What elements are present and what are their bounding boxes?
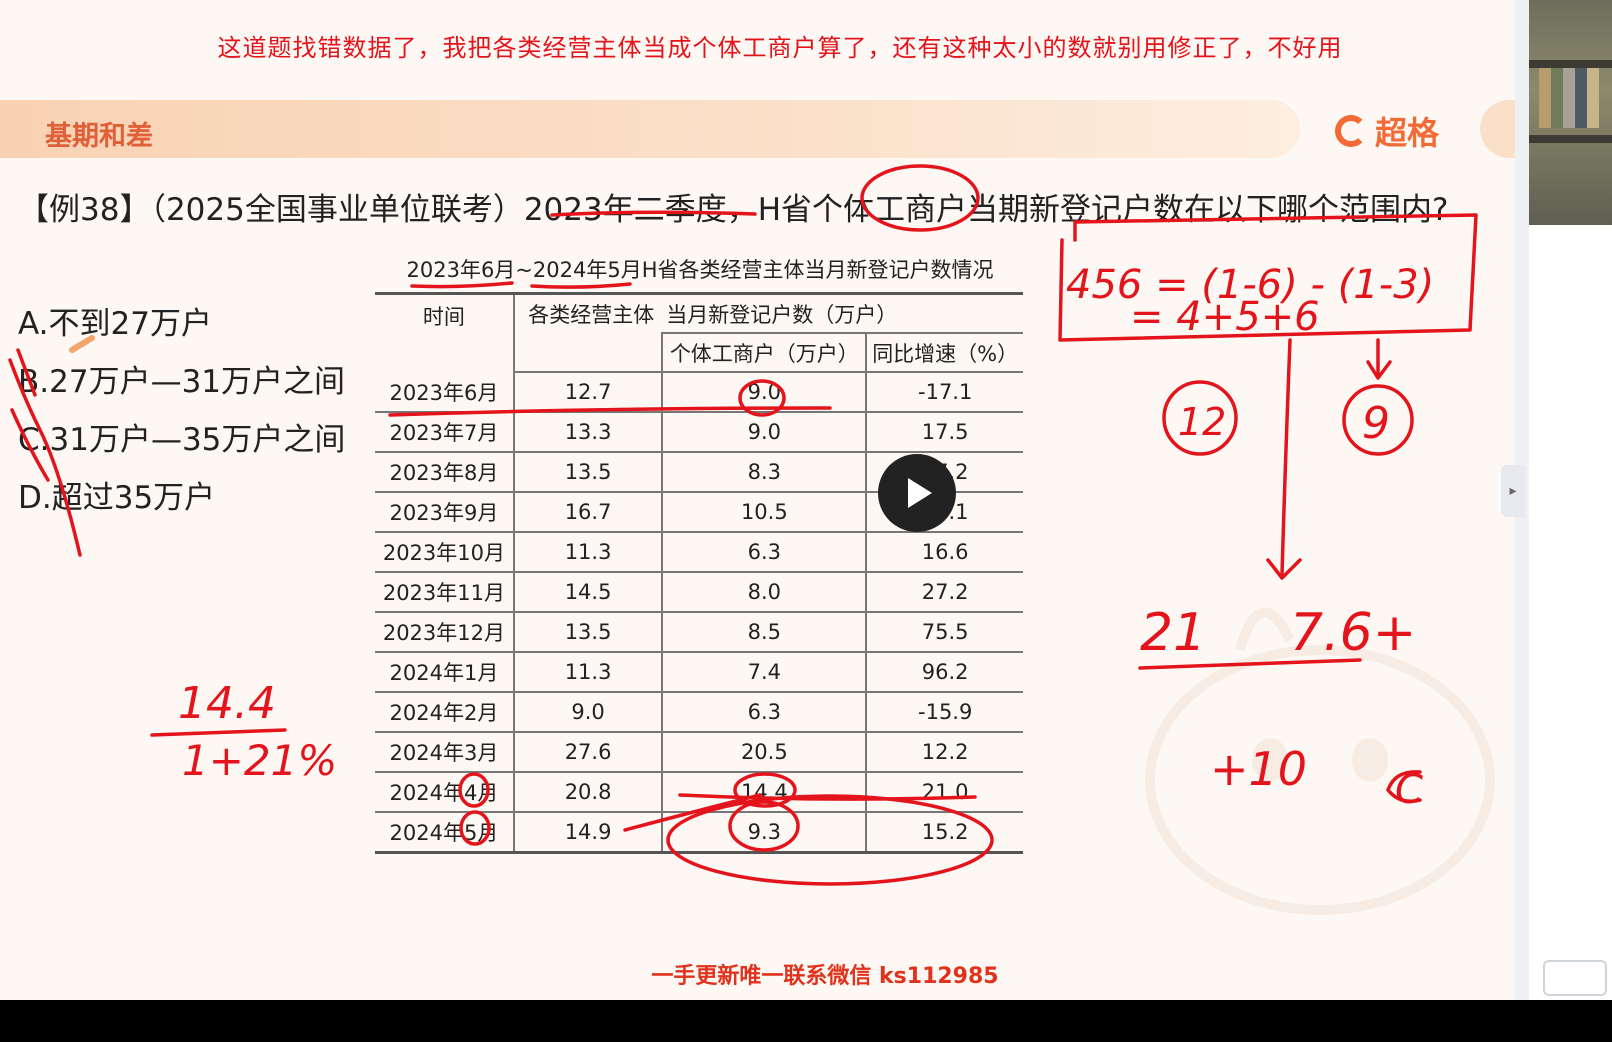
table-row: 2024年4月 20.8 14.4 21.0 (375, 772, 1023, 813)
cell-growth: 15.2 (866, 812, 1023, 854)
cell-growth: -15.9 (866, 692, 1023, 733)
topic-banner (0, 100, 1300, 158)
cell-all: 9.0 (513, 692, 664, 733)
cell-all: 13.3 (513, 412, 664, 453)
data-table: 2023年6月~2024年5月H省各类经营主体当月新登记户数情况 时间 各类经营… (375, 252, 1025, 854)
cell-growth: -17.1 (866, 372, 1023, 413)
cell-individual: 20.5 (662, 732, 868, 773)
brand-name: 超格 (1375, 114, 1440, 152)
result-left: 21 (1140, 603, 1206, 663)
option-b[interactable]: B.27万户—31万户之间 (18, 364, 346, 400)
table-row: 2023年10月 11.3 6.3 16.6 (375, 532, 1023, 573)
result-right: 7.6+ (1290, 603, 1416, 663)
sidebar-button[interactable] (1543, 960, 1607, 996)
brand: 超格 (1335, 108, 1439, 154)
cell-individual: 7.4 (662, 652, 868, 693)
cell-all: 14.5 (513, 572, 664, 613)
cell-all: 27.6 (513, 732, 664, 773)
right-sidebar (1529, 0, 1612, 1000)
table-caption: 2023年6月~2024年5月H省各类经营主体当月新登记户数情况 (406, 258, 994, 282)
option-c[interactable]: C.31万户—35万户之间 (18, 422, 346, 458)
cell-individual: 10.5 (662, 492, 868, 533)
cell-individual: 9.0 (662, 372, 868, 413)
contact-watermark: 一手更新唯一联系微信 ks112985 (651, 964, 999, 989)
cell-time: 2023年6月 (375, 372, 515, 413)
table-row: 2024年2月 9.0 6.3 -15.9 (375, 692, 1023, 733)
cell-individual: 8.3 (662, 452, 868, 493)
mascot-watermark (1145, 607, 1495, 915)
header-time: 时间 (375, 292, 515, 372)
table-row: 2023年12月 13.5 8.5 75.5 (375, 612, 1023, 653)
cell-individual: 8.0 (662, 572, 868, 613)
circled-right: 9 (1362, 398, 1390, 449)
cell-all: 16.7 (513, 492, 664, 533)
table-row: 2023年11月 14.5 8.0 27.2 (375, 572, 1023, 613)
cell-individual: 8.5 (662, 612, 868, 653)
play-button[interactable] (878, 454, 956, 532)
cell-time: 2023年7月 (375, 412, 515, 453)
cell-time: 2023年10月 (375, 532, 515, 573)
option-a[interactable]: A.不到27万户 (18, 306, 212, 342)
cell-time: 2023年12月 (375, 612, 515, 653)
cell-time: 2024年2月 (375, 692, 515, 733)
bottom-bar (0, 1000, 1612, 1042)
cell-individual: 9.3 (662, 812, 868, 854)
cell-individual: 6.3 (662, 532, 868, 573)
question-text: 【例38】（2025全国事业单位联考）2023年二季度，H省个体工商户当期新登记… (18, 192, 1449, 228)
table-row: 2023年7月 13.3 9.0 17.5 (375, 412, 1023, 453)
webcam-preview (1529, 0, 1612, 225)
answer-c-note: C (1395, 767, 1423, 813)
formula-line-2: = 4+5+6 (1130, 294, 1320, 340)
header-growth: 同比增速（%） (866, 332, 1023, 373)
cell-growth: 27.2 (866, 572, 1023, 613)
sidebar-collapse-tab[interactable]: ▸ (1501, 465, 1525, 517)
cell-individual: 6.3 (662, 692, 868, 733)
topic-title: 基期和差 (45, 121, 153, 152)
header-all-spacer (513, 333, 664, 373)
cell-growth: 17.5 (866, 412, 1023, 453)
cell-time: 2024年3月 (375, 732, 515, 773)
header-individual: 个体工商户（万户） (662, 332, 868, 373)
cell-individual: 9.0 (662, 412, 868, 453)
cell-growth: 75.5 (866, 612, 1023, 653)
fraction-top: 14.4 (178, 678, 276, 729)
cell-all: 14.9 (513, 812, 664, 854)
correction-notice: 这道题找错数据了，我把各类经营主体当成个体工商户算了，还有这种太小的数就别用修正… (217, 34, 1343, 62)
plus-ten-note: +10 (1210, 742, 1307, 796)
cell-time: 2023年11月 (375, 572, 515, 613)
cell-time: 2023年8月 (375, 452, 515, 493)
cell-time: 2024年1月 (375, 652, 515, 693)
header-group: 当月新登记户数（万户） (662, 292, 1023, 333)
table-row: 2024年1月 11.3 7.4 96.2 (375, 652, 1023, 693)
header-all: 各类经营主体 (513, 292, 663, 333)
chevron-right-icon: ▸ (1509, 483, 1517, 499)
option-d[interactable]: D.超过35万户 (18, 480, 216, 516)
cell-time: 2023年9月 (375, 492, 515, 533)
fraction-bottom: 1+21% (182, 736, 337, 785)
answer-options: A.不到27万户 B.27万户—31万户之间 C.31万户—35万户之间 D.超… (18, 295, 345, 527)
brand-logo-icon (1335, 115, 1367, 147)
table-row: 2024年5月 14.9 9.3 15.2 (375, 812, 1023, 854)
cell-growth: 21.0 (866, 772, 1023, 813)
cell-growth: 12.2 (866, 732, 1023, 773)
formula-line-1: 456 = (1-6) - (1-3) (1066, 262, 1434, 308)
cell-all: 20.8 (513, 772, 664, 813)
cell-growth: 16.6 (866, 532, 1023, 573)
cell-growth: 96.2 (866, 652, 1023, 693)
cell-all: 13.5 (513, 452, 664, 493)
play-icon (908, 478, 932, 508)
cell-time: 2024年4月 (375, 772, 515, 813)
cell-all: 11.3 (513, 532, 664, 573)
cell-all: 13.5 (513, 612, 664, 653)
table-row: 2024年3月 27.6 20.5 12.2 (375, 732, 1023, 773)
video-slide: 这道题找错数据了，我把各类经营主体当成个体工商户算了，还有这种太小的数就别用修正… (0, 34, 1560, 989)
cell-all: 11.3 (513, 652, 664, 693)
circled-left: 12 (1178, 400, 1226, 444)
handwriting-layer: 456 = (1-6) - (1-3) = 4+5+6 12 9 21 7.6+… (8, 164, 1478, 886)
